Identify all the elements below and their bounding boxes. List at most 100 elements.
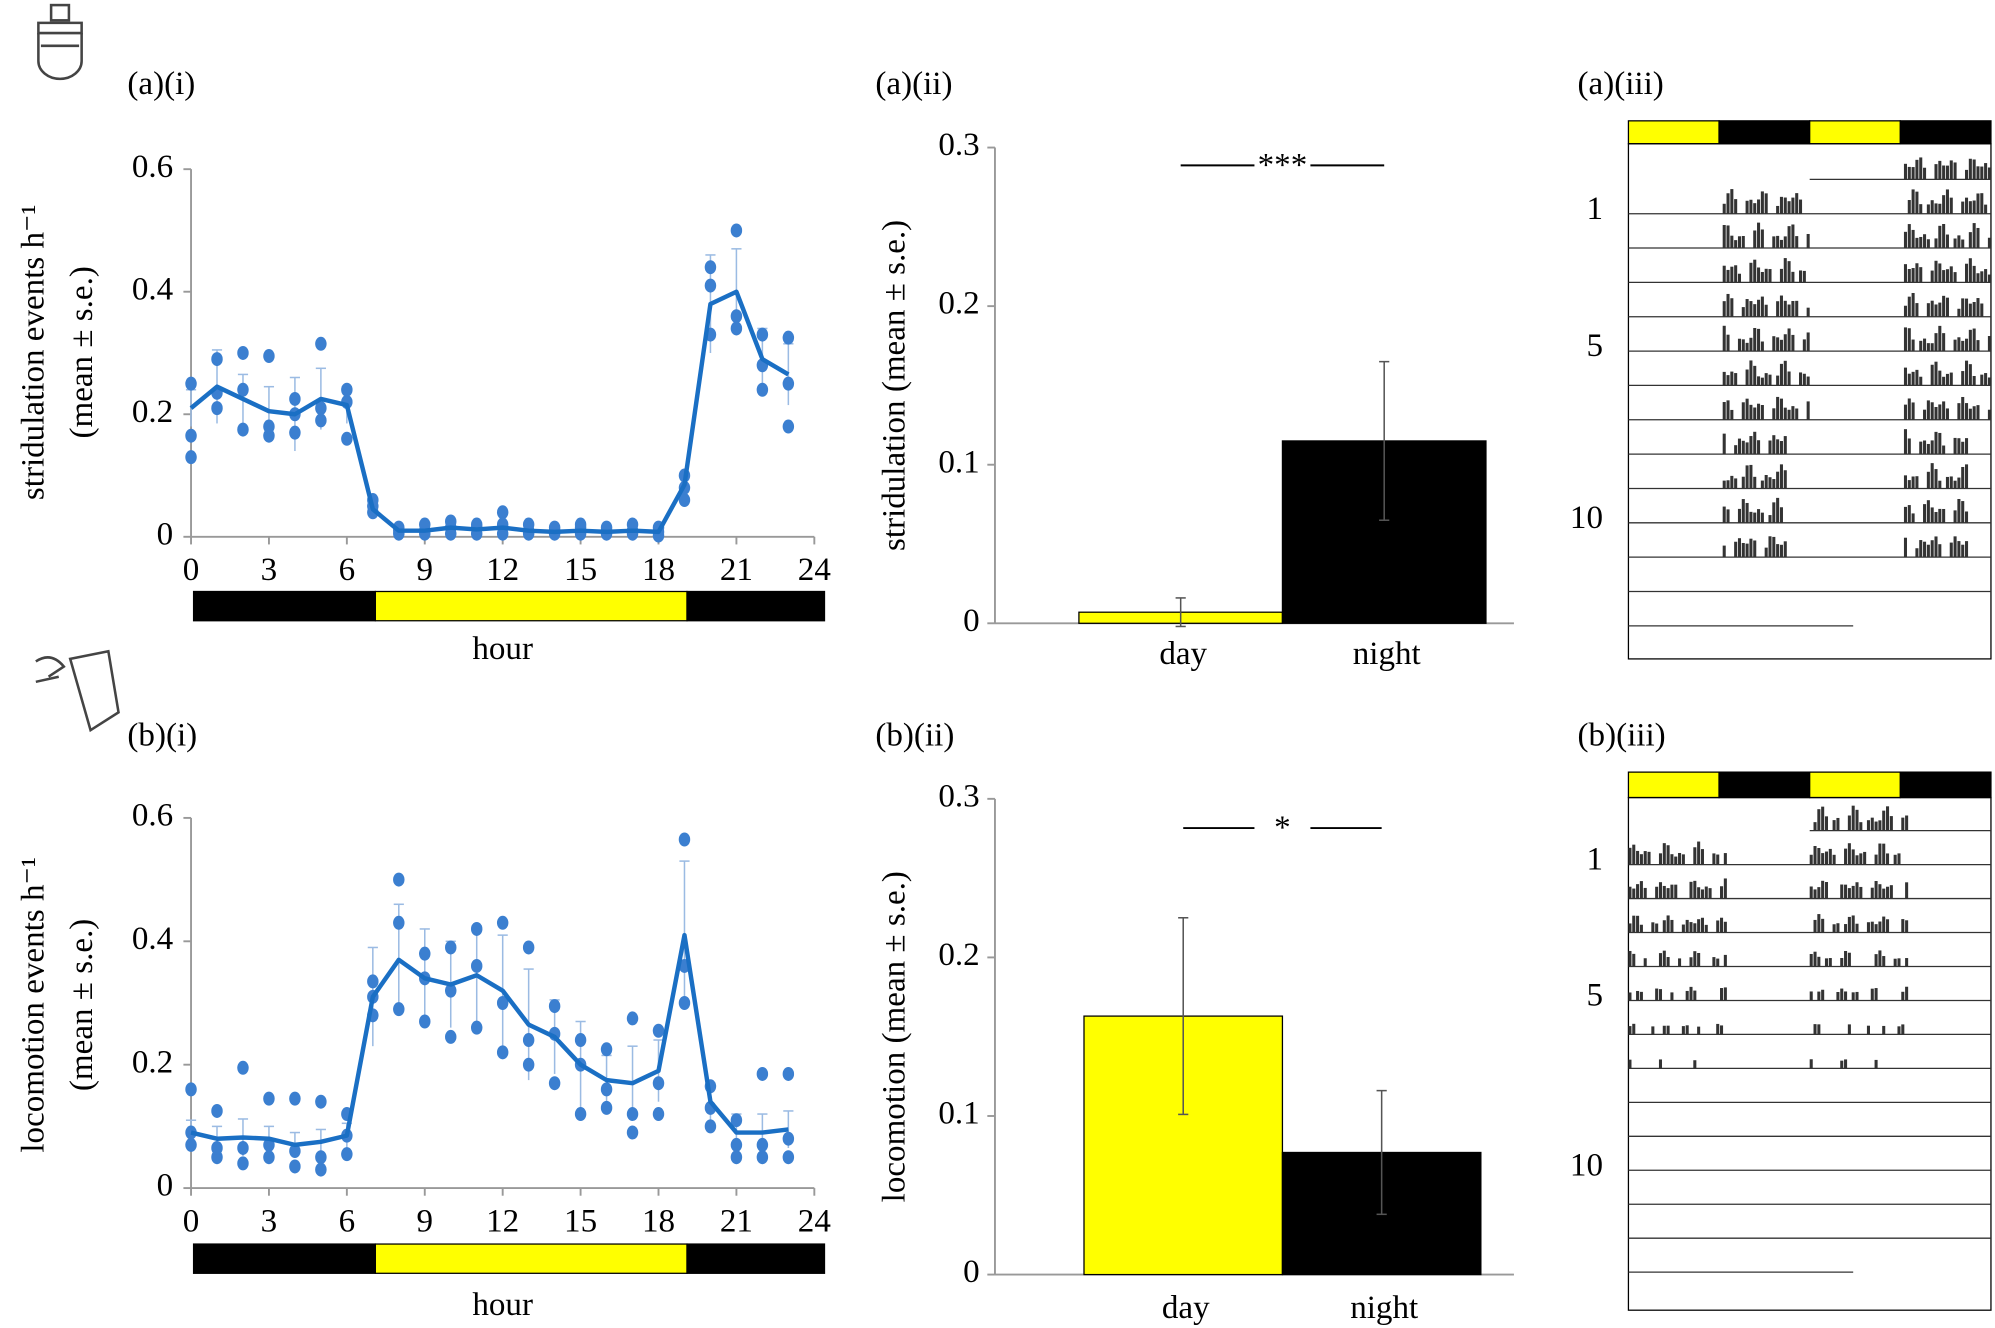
activity-trace xyxy=(1976,166,1980,180)
activity-trace xyxy=(1632,888,1636,899)
x-tick-label: 18 xyxy=(642,1203,675,1239)
activity-trace xyxy=(1926,471,1930,489)
activity-trace xyxy=(1980,166,1984,180)
activity-trace xyxy=(1965,438,1969,455)
y-tick-label: 0 xyxy=(963,1254,980,1290)
activity-trace xyxy=(1783,436,1787,455)
activity-trace xyxy=(1734,541,1738,558)
activity-trace xyxy=(1987,336,1991,352)
light-dark-bar xyxy=(1899,771,1992,799)
activity-trace xyxy=(1878,921,1882,933)
activity-trace xyxy=(1787,409,1791,420)
activity-trace xyxy=(1737,438,1742,455)
activity-trace xyxy=(1957,235,1961,249)
activity-trace xyxy=(1874,854,1878,865)
activity-trace xyxy=(1795,408,1799,420)
activity-trace xyxy=(1809,953,1813,967)
activity-trace xyxy=(1968,303,1972,317)
activity-trace xyxy=(1874,924,1878,933)
data-point xyxy=(756,1137,769,1152)
data-point xyxy=(574,517,587,532)
panel-label: (b)(ii) xyxy=(875,717,954,753)
activity-trace xyxy=(1957,541,1961,558)
activity-trace xyxy=(1704,886,1708,899)
activity-trace xyxy=(1957,308,1961,317)
activity-trace xyxy=(1938,370,1942,386)
activity-trace xyxy=(1926,544,1930,558)
data-point xyxy=(289,1144,301,1159)
activity-trace xyxy=(1836,923,1840,933)
data-point xyxy=(652,1023,665,1038)
activity-trace xyxy=(1915,263,1919,283)
light-phase xyxy=(374,1243,688,1274)
activity-trace xyxy=(1886,886,1890,899)
activity-trace xyxy=(1897,958,1901,967)
activity-trace xyxy=(1987,409,1991,420)
activity-trace xyxy=(1678,958,1682,967)
activity-trace xyxy=(1787,304,1791,317)
activity-trace xyxy=(1685,990,1689,1001)
activity-trace xyxy=(1953,510,1957,523)
activity-trace xyxy=(1779,239,1783,249)
activity-trace xyxy=(1700,849,1704,865)
activity-trace xyxy=(1791,334,1795,352)
activity-trace xyxy=(1639,924,1643,933)
activity-trace xyxy=(1787,328,1791,352)
activity-trace xyxy=(1674,856,1678,865)
activity-trace xyxy=(1749,301,1753,317)
y-axis-label: locomotion (mean ± s.e.) xyxy=(877,871,913,1202)
activity-trace xyxy=(1772,236,1776,249)
activity-trace xyxy=(1976,340,1980,352)
activity-trace xyxy=(1945,476,1949,489)
activity-trace xyxy=(1965,298,1969,317)
activity-trace xyxy=(1919,340,1923,352)
activity-trace xyxy=(1923,167,1927,180)
activity-trace xyxy=(1821,880,1825,899)
activity-trace xyxy=(1720,917,1724,933)
activity-trace xyxy=(1938,160,1942,180)
activity-trace xyxy=(1643,958,1647,967)
activity-trace xyxy=(1907,505,1911,523)
activity-trace xyxy=(1636,884,1640,899)
activity-trace xyxy=(1806,332,1810,352)
activity-trace xyxy=(1938,404,1942,420)
data-point xyxy=(626,1107,639,1122)
activity-trace xyxy=(1957,477,1961,489)
activity-trace xyxy=(1776,497,1780,523)
data-point xyxy=(600,1082,613,1097)
activity-trace xyxy=(1968,158,1972,180)
activity-trace xyxy=(1658,882,1663,899)
activity-trace xyxy=(1930,540,1934,558)
activity-trace xyxy=(1670,884,1674,899)
activity-trace xyxy=(1882,916,1886,933)
activity-trace xyxy=(1938,325,1942,352)
camera-icon xyxy=(35,649,120,733)
activity-trace xyxy=(1745,543,1749,558)
data-point xyxy=(730,309,743,324)
activity-trace xyxy=(1628,950,1632,967)
activity-trace xyxy=(1942,165,1946,180)
activity-trace xyxy=(1704,924,1708,933)
light-dark-bar xyxy=(1627,771,1720,799)
data-point xyxy=(548,999,561,1014)
data-point xyxy=(289,1091,301,1106)
x-tick-label: 0 xyxy=(183,1203,200,1239)
activity-trace xyxy=(1753,365,1757,386)
activity-trace xyxy=(1961,466,1965,489)
data-point xyxy=(678,832,691,847)
activity-trace xyxy=(1821,853,1825,865)
activity-trace xyxy=(1783,197,1787,214)
data-point xyxy=(522,517,535,532)
activity-trace xyxy=(1984,204,1988,214)
activity-trace xyxy=(1760,480,1764,489)
activity-trace xyxy=(1907,269,1911,283)
activity-trace xyxy=(1681,924,1685,933)
activity-trace xyxy=(1716,958,1720,967)
data-point xyxy=(185,450,197,465)
activity-trace xyxy=(1693,1060,1697,1069)
data-point xyxy=(496,505,509,520)
activity-trace xyxy=(1961,371,1965,386)
data-point xyxy=(211,352,223,367)
data-point xyxy=(652,1107,665,1122)
activity-trace xyxy=(1889,885,1893,899)
